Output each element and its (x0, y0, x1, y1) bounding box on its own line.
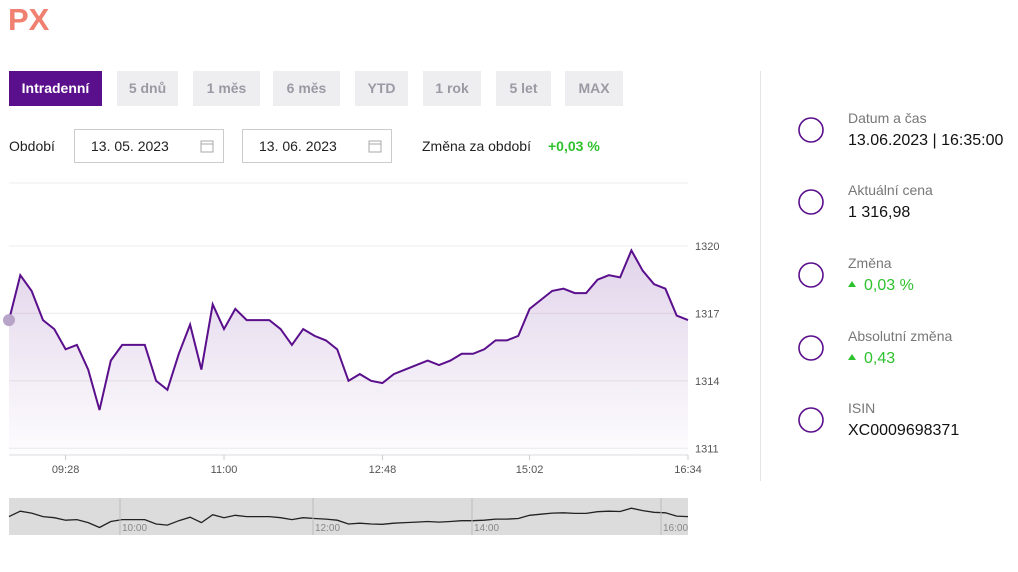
divider (760, 71, 761, 481)
info-icon (798, 335, 824, 361)
area (9, 250, 688, 455)
up-arrow (848, 281, 856, 287)
info-icon (798, 407, 824, 433)
tab[interactable]: 5 let (496, 71, 551, 106)
navigator-label: 10:00 (122, 523, 147, 534)
info-icon (798, 262, 824, 288)
navigator-line (8, 507, 689, 529)
info-label: ISIN (848, 400, 876, 416)
info-label: Aktuální cena (848, 182, 933, 198)
info-icon (798, 189, 824, 215)
page-title: PX (8, 2, 50, 37)
x-tick-label: 11:00 (211, 464, 238, 476)
y-tick-label: 1311 (695, 443, 719, 455)
x-tick-label: 09:28 (52, 464, 80, 476)
info-value: 1 316,98 (848, 204, 911, 221)
tab[interactable]: 6 měs (273, 71, 340, 106)
start-marker (3, 314, 15, 327)
x-tick-label: 16:34 (674, 464, 702, 476)
tab[interactable]: YTD (355, 71, 408, 106)
date-from[interactable]: 13. 05. 2023 (74, 129, 224, 163)
info-value: 0,03 % (864, 277, 914, 294)
date-to[interactable]: 13. 06. 2023 (242, 129, 392, 163)
navigator-label: 12:00 (315, 523, 340, 534)
navigator[interactable] (9, 498, 688, 535)
chart: 1311 1314 1317 1320 09:28 11:00 12:48 15:02 16:3… (3, 182, 719, 535)
y-tick-label: 1314 (695, 376, 719, 388)
info-value: 0,43 (864, 350, 896, 367)
tab[interactable]: MAX (565, 71, 623, 106)
period-label: Období (9, 138, 55, 154)
calendar-icon (200, 140, 214, 153)
info-label: Změna (848, 255, 892, 271)
tab[interactable]: 1 měs (193, 71, 260, 106)
tab[interactable]: 1 rok (423, 71, 481, 106)
line (8, 248, 689, 411)
info-value: XC0009698371 (848, 422, 960, 439)
info-value: 13.06.2023 | 16:35:00 (848, 132, 1004, 149)
y-tick-label: 1317 (695, 308, 719, 320)
calendar-icon (368, 140, 382, 153)
change-value: +0,03 % (548, 138, 600, 154)
tab[interactable]: Intradenní (9, 71, 102, 106)
navigator-label: 16:00 (663, 523, 688, 534)
x-tick-label: 12:48 (369, 464, 397, 476)
info-label: Absolutní změna (848, 328, 953, 344)
tab[interactable]: 5 dnů (117, 71, 178, 106)
navigator-label: 14:00 (474, 523, 499, 534)
x-tick-label: 15:02 (516, 464, 544, 476)
up-arrow (848, 354, 856, 360)
info-label: Datum a čas (848, 110, 927, 126)
info-icon (798, 117, 824, 143)
y-tick-label: 1320 (695, 241, 719, 253)
change-label: Změna za období (422, 138, 531, 154)
